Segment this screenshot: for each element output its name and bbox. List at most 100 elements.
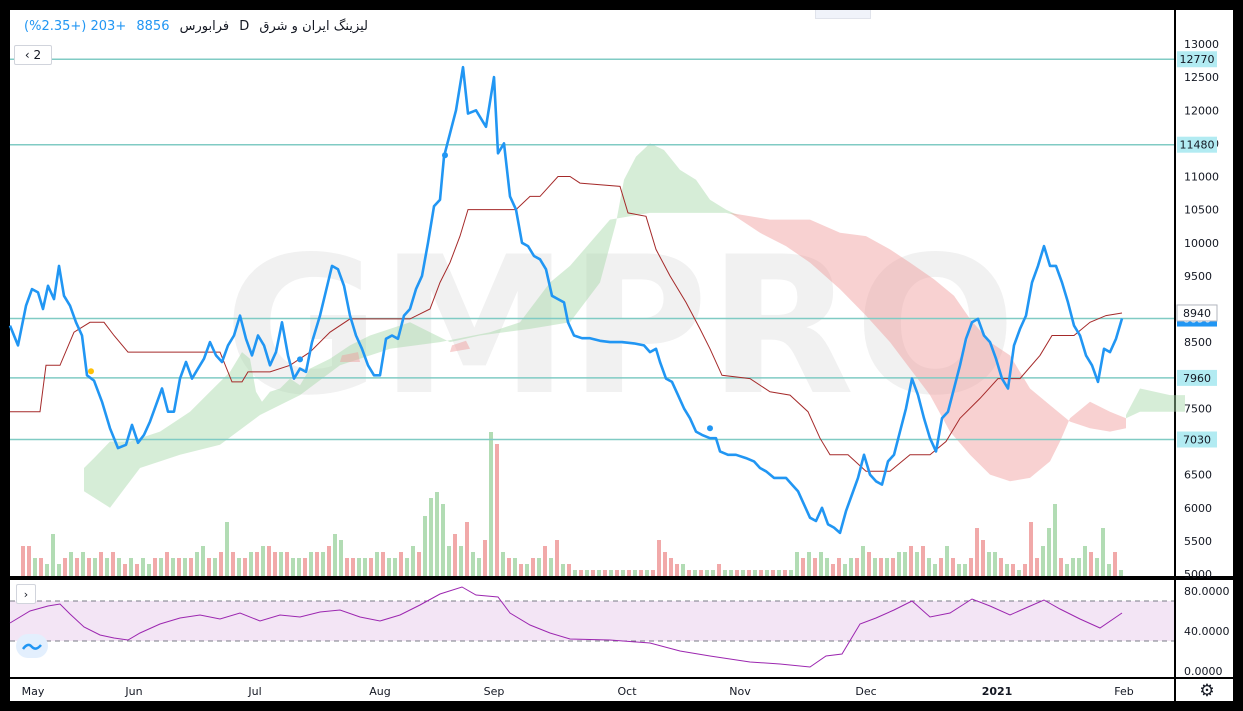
volume-bar — [417, 552, 421, 576]
volume-bar — [717, 564, 721, 576]
volume-bar — [369, 558, 373, 576]
volume-bar — [183, 558, 187, 576]
level-price-label: 8940 — [1183, 307, 1211, 320]
volume-bar — [351, 558, 355, 576]
level-price-tag — [1176, 304, 1218, 322]
tradingview-logo[interactable] — [16, 634, 48, 658]
time-axis[interactable] — [10, 679, 1174, 701]
volume-bar — [1053, 504, 1057, 576]
rsi-tick-label: 0.0000 — [1184, 665, 1223, 678]
volume-bar — [801, 558, 805, 576]
price-tick-label: 5500 — [1184, 535, 1212, 548]
volume-bar — [957, 564, 961, 576]
cloud-bull-area — [84, 143, 740, 508]
volume-bar — [975, 528, 979, 576]
volume-bar — [741, 570, 745, 576]
volume-bar — [321, 552, 325, 576]
volume-bar — [75, 558, 79, 576]
volume-bar — [687, 570, 691, 576]
price-axis[interactable] — [1176, 10, 1233, 576]
volume-bar — [693, 570, 697, 576]
volume-bar — [597, 570, 601, 576]
volume-bar — [237, 558, 241, 576]
volume-bar — [669, 558, 673, 576]
volume-bar — [45, 564, 49, 576]
volume-bar — [699, 570, 703, 576]
volume-bar — [639, 570, 643, 576]
volume-bar — [1077, 558, 1081, 576]
volume-bar — [993, 552, 997, 576]
volume-bar — [345, 558, 349, 576]
price-tick-label: 13000 — [1184, 38, 1219, 51]
volume-bar — [339, 540, 343, 576]
rsi-band — [10, 601, 1174, 641]
gear-icon[interactable]: ⚙ — [1199, 681, 1215, 701]
volume-bar — [477, 558, 481, 576]
level-price-label: 7960 — [1183, 372, 1211, 385]
volume-bar — [171, 558, 175, 576]
volume-bar — [1005, 564, 1009, 576]
volume-bar — [795, 552, 799, 576]
volume-bar — [129, 558, 133, 576]
volume-bar — [1065, 564, 1069, 576]
volume-bar — [21, 546, 25, 576]
volume-bar — [495, 444, 499, 576]
volume-bar — [441, 504, 445, 576]
rsi-line — [9, 586, 1123, 668]
volume-bar — [711, 570, 715, 576]
volume-bar — [519, 564, 523, 576]
volume-bar — [939, 558, 943, 576]
volume-bar — [27, 546, 31, 576]
top-drag-tab[interactable] — [815, 10, 871, 19]
volume-bar — [105, 558, 109, 576]
level-price-label: 7030 — [1183, 434, 1211, 447]
signal-dot — [88, 368, 94, 375]
volume-bar — [489, 432, 493, 576]
volume-bar — [879, 558, 883, 576]
volume-bar — [819, 552, 823, 576]
volume-bar — [915, 552, 919, 576]
volume-bar — [1071, 558, 1075, 576]
chevron-right-icon: › — [23, 587, 29, 601]
volume-bar — [663, 552, 667, 576]
volume-bar — [783, 570, 787, 576]
interval-label[interactable]: D — [239, 19, 250, 34]
volume-bar — [1083, 546, 1087, 576]
collapse-count: 2 — [33, 48, 42, 62]
volume-bar — [309, 552, 313, 576]
signal-dot — [442, 152, 448, 159]
cloud-bear-area — [730, 212, 1126, 482]
volume-bar — [945, 546, 949, 576]
price-tick-label: 5000 — [1184, 568, 1212, 581]
volume-bar — [231, 552, 235, 576]
volume-bar — [807, 552, 811, 576]
volume-bar — [621, 570, 625, 576]
volume-bar — [513, 558, 517, 576]
signal-dot — [297, 356, 303, 363]
volume-bar — [1059, 558, 1063, 576]
volume-bar — [1089, 552, 1093, 576]
collapse-button[interactable]: ‹ 2 — [14, 45, 52, 65]
volume-bar — [615, 570, 619, 576]
volume-bar — [555, 540, 559, 576]
level-price-label: 12770 — [1180, 53, 1215, 66]
volume-bar — [579, 570, 583, 576]
volume-bar — [933, 564, 937, 576]
volume-bar — [423, 516, 427, 576]
volume-bar — [843, 564, 847, 576]
volume-bar — [789, 570, 793, 576]
volume-bar — [87, 558, 91, 576]
volume-bar — [81, 552, 85, 576]
volume-bar — [267, 546, 271, 576]
cloud-bear-area — [450, 340, 470, 353]
volume-bar — [405, 558, 409, 576]
volume-bar — [1035, 558, 1039, 576]
volume-bar — [177, 558, 181, 576]
rsi-axis[interactable] — [1176, 580, 1233, 677]
volume-bar — [483, 540, 487, 576]
volume-bar — [327, 546, 331, 576]
indicator-collapse-button[interactable]: › — [16, 584, 36, 604]
main-pane[interactable] — [10, 10, 1174, 576]
volume-bar — [645, 570, 649, 576]
